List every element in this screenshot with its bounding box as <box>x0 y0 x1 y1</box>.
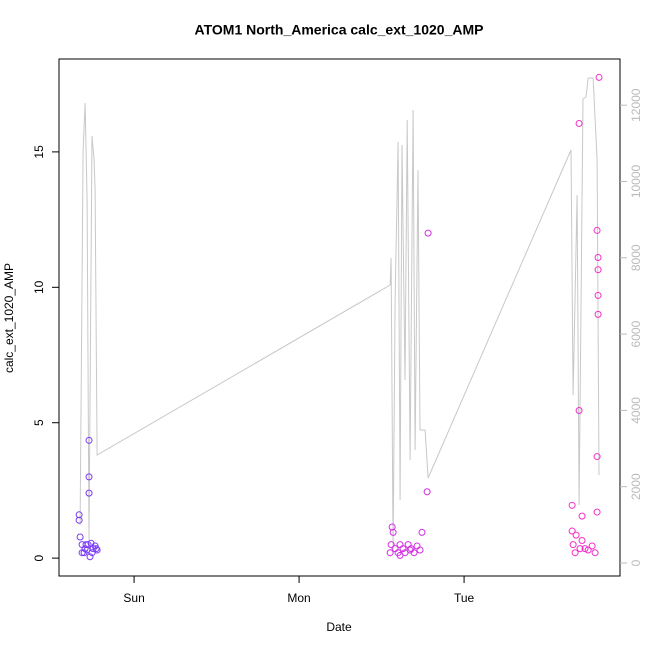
line <box>79 77 600 551</box>
y2-tick-label: 6000 <box>629 320 643 347</box>
chart-title: ATOM1 North_America calc_ext_1020_AMP <box>195 22 484 38</box>
point <box>572 531 580 539</box>
point <box>588 542 596 550</box>
point <box>406 546 414 554</box>
point <box>594 291 602 299</box>
point <box>568 527 576 535</box>
point <box>578 537 586 545</box>
point <box>389 528 397 536</box>
y2-tick-label: 2000 <box>629 473 643 500</box>
point <box>571 549 579 557</box>
point <box>593 226 601 234</box>
point <box>418 528 426 536</box>
point <box>581 545 589 553</box>
x-axis-label: Date <box>326 620 352 634</box>
point <box>584 546 592 554</box>
point <box>85 473 93 481</box>
y-axis-label: calc_ext_1020_AMP <box>2 263 16 373</box>
point <box>594 310 602 318</box>
x-tick-label: Sun <box>123 591 144 605</box>
point <box>88 549 96 557</box>
y-tick-label: 15 <box>32 145 46 159</box>
point <box>396 551 404 559</box>
y2-tick-label: 10000 <box>629 164 643 198</box>
y-tick-label: 5 <box>32 419 46 426</box>
point <box>84 541 92 549</box>
point <box>399 545 407 553</box>
point <box>75 511 83 519</box>
y-tick-label: 0 <box>32 554 46 561</box>
point <box>387 541 395 549</box>
point <box>594 266 602 274</box>
point <box>575 119 583 127</box>
point <box>80 549 88 557</box>
point <box>86 553 94 561</box>
point <box>76 533 84 541</box>
y2-tick-label: 0 <box>629 559 643 566</box>
point <box>416 546 424 554</box>
point <box>386 549 394 557</box>
point <box>85 489 93 497</box>
point <box>578 512 586 520</box>
point <box>595 73 603 81</box>
point <box>75 516 83 524</box>
point <box>575 407 583 415</box>
point <box>92 545 100 553</box>
point <box>593 508 601 516</box>
point <box>594 254 602 262</box>
y2-tick-label: 4000 <box>629 397 643 424</box>
point <box>569 541 577 549</box>
x-tick-label: Mon <box>287 591 310 605</box>
point <box>82 541 90 549</box>
point <box>576 545 584 553</box>
point <box>423 488 431 496</box>
plot-frame <box>58 58 621 577</box>
point <box>424 229 432 237</box>
point <box>593 453 601 461</box>
x-tick-label: Tue <box>454 591 475 605</box>
y-tick-label: 10 <box>32 280 46 294</box>
point <box>85 436 93 444</box>
y2-tick-label: 12000 <box>629 88 643 122</box>
y2-tick-label: 8000 <box>629 244 643 271</box>
point <box>591 549 599 557</box>
point <box>568 501 576 509</box>
